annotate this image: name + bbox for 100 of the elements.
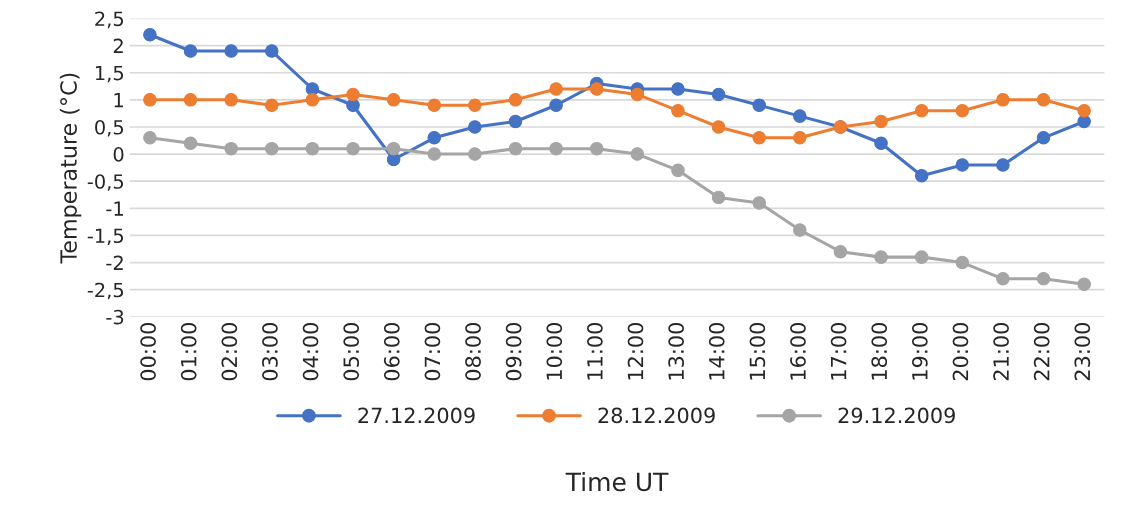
- x-tick-label: 05:00: [343, 323, 360, 381]
- point: [874, 136, 888, 150]
- point: [630, 147, 645, 161]
- y-tick-label: 0,5: [95, 119, 124, 137]
- legend-label: 28.12.2009: [598, 407, 715, 424]
- x-tick-label: 08:00: [465, 323, 481, 381]
- point: [1036, 272, 1051, 286]
- point: [265, 44, 279, 58]
- x-tick-label: 01:00: [180, 323, 197, 381]
- point: [386, 141, 401, 156]
- point: [671, 82, 685, 96]
- point: [955, 255, 970, 270]
- point: [183, 44, 198, 58]
- x-tick-label: 00:00: [140, 323, 156, 381]
- point: [346, 98, 360, 113]
- x-tick-label: 18:00: [871, 323, 888, 380]
- point: [914, 169, 929, 183]
- x-tick-label: 22:00: [1033, 323, 1050, 381]
- point: [955, 103, 970, 118]
- point: [671, 163, 685, 178]
- point: [183, 136, 198, 150]
- point: [752, 98, 766, 113]
- x-tick-label: 07:00: [424, 323, 441, 381]
- point: [224, 93, 238, 107]
- x-tick-label: 12:00: [627, 323, 644, 380]
- point: [468, 147, 482, 161]
- point: [508, 141, 523, 156]
- point: [468, 120, 482, 134]
- point: [427, 131, 442, 145]
- point: [833, 244, 848, 259]
- point: [265, 98, 279, 113]
- point: [549, 82, 563, 96]
- y-tick-label: -2: [106, 255, 123, 270]
- x-tick-label: 06:00: [383, 323, 400, 381]
- y-tick-label: 2: [113, 38, 123, 53]
- x-tick-label: 03:00: [262, 323, 278, 381]
- point: [1077, 114, 1091, 129]
- legend-label: 29.12.2009: [838, 407, 955, 424]
- point: [346, 87, 360, 102]
- point: [671, 103, 685, 118]
- point: [1036, 131, 1051, 145]
- y-tick-label: -2,5: [87, 282, 124, 300]
- point: [468, 98, 482, 113]
- x-tick-label: 11:00: [587, 323, 603, 380]
- point: [305, 93, 320, 107]
- point: [711, 190, 726, 205]
- point: [996, 93, 1010, 107]
- x-tick-label: 17:00: [830, 323, 847, 380]
- x-tick-label: 09:00: [505, 323, 522, 381]
- point: [183, 93, 198, 107]
- point: [346, 141, 360, 156]
- legend-label: 27.12.2009: [358, 407, 475, 424]
- x-axis-title: Time UT: [565, 471, 669, 492]
- y-tick-label: -0,5: [87, 174, 124, 191]
- x-tick-label: 16:00: [790, 323, 806, 380]
- point: [224, 141, 238, 156]
- point: [143, 27, 157, 42]
- point: [386, 152, 401, 167]
- point: [752, 196, 766, 210]
- x-tick-label: 19:00: [911, 323, 928, 380]
- point: [427, 98, 442, 113]
- point: [224, 44, 238, 58]
- x-tick-label: 14:00: [708, 323, 725, 380]
- point: [305, 141, 320, 156]
- x-tick-label: 15:00: [749, 323, 766, 380]
- point: [1077, 277, 1091, 292]
- point: [589, 141, 604, 156]
- x-tick-label: 04:00: [302, 323, 319, 381]
- point: [711, 87, 726, 102]
- point: [143, 131, 157, 145]
- point: [630, 87, 645, 102]
- y-tick-label: 0: [113, 147, 124, 162]
- x-tick-label: 02:00: [221, 323, 238, 381]
- y-tick-label: 1: [114, 93, 123, 108]
- y-tick-label: -1,5: [87, 228, 124, 246]
- y-tick-label: -1: [106, 201, 123, 216]
- x-tick-label: 21:00: [993, 323, 1009, 381]
- point: [1077, 103, 1091, 118]
- point: [793, 223, 807, 237]
- y-tick-label: 2,5: [95, 11, 124, 29]
- point: [996, 272, 1010, 286]
- point: [914, 250, 929, 264]
- point: [914, 103, 929, 118]
- point: [752, 131, 766, 145]
- point: [143, 93, 157, 107]
- y-tick-label: -3: [106, 309, 124, 325]
- x-tick-label: 10:00: [546, 323, 563, 380]
- x-tick-label: 20:00: [952, 323, 969, 381]
- point: [874, 250, 888, 264]
- y-tick-label: 1,5: [95, 65, 124, 83]
- point: [508, 93, 523, 107]
- point: [793, 131, 807, 145]
- point: [427, 147, 442, 161]
- point: [265, 141, 279, 156]
- point: [508, 114, 523, 129]
- x-tick-label: 13:00: [668, 323, 685, 380]
- x-tick-label: 23:00: [1074, 323, 1091, 381]
- point: [996, 158, 1010, 172]
- point: [955, 158, 970, 172]
- y-axis-title: Temperature (°C): [59, 73, 82, 264]
